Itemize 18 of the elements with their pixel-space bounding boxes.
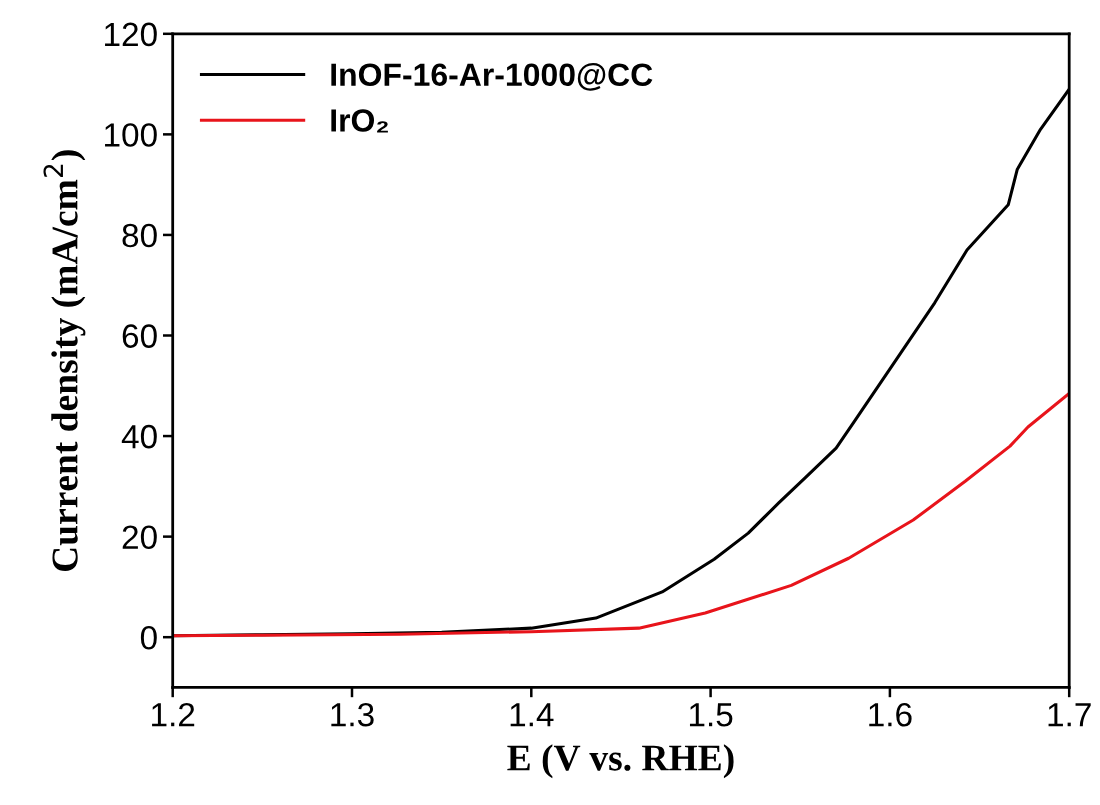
x-tick-label: 1.7 xyxy=(1048,703,1091,727)
y-tick-label: 40 xyxy=(121,424,157,449)
y-tick-label: 80 xyxy=(122,223,157,248)
legend-label: IrO₂ xyxy=(331,109,388,133)
y-tick-label: 0 xyxy=(140,625,157,650)
y-tick-label: 60 xyxy=(122,324,157,348)
x-tick-label: 1.5 xyxy=(689,703,733,727)
legend-label: InOF-16-Ar-1000@CC xyxy=(331,63,653,91)
x-tick-label: 1.3 xyxy=(331,702,374,727)
line-series xyxy=(172,391,1070,638)
y-tick-label: 20 xyxy=(122,525,157,550)
y-tick-label: 120 xyxy=(105,22,157,47)
x-tick-label: 1.2 xyxy=(152,702,195,727)
x-axis-title: E (V vs. RHE) xyxy=(507,744,734,779)
y-tick-label: 100 xyxy=(105,123,157,147)
y-axis-title: Current density (mA/cm$^{2}$) xyxy=(43,150,86,572)
x-tick-label: 1.6 xyxy=(869,702,912,727)
x-tick-label: 1.4 xyxy=(510,703,554,727)
